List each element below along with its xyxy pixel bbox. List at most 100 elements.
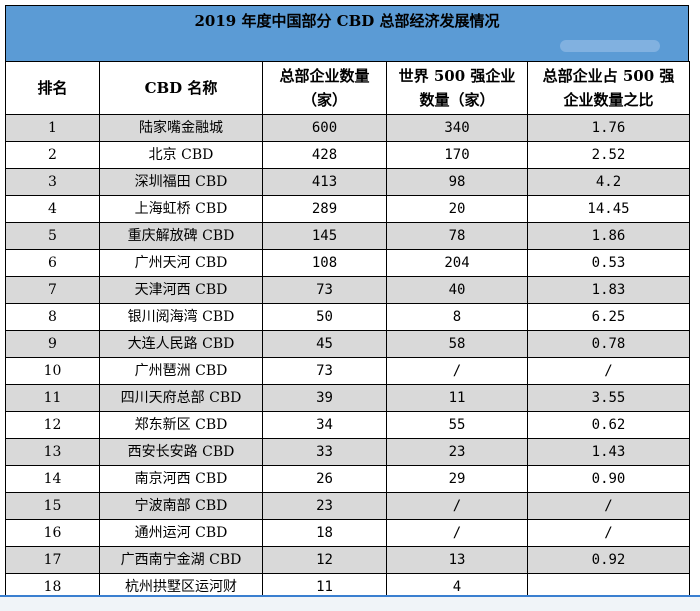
table-row: 13 西安长安路 CBD 33 23 1.43 xyxy=(5,438,690,466)
cell-f500-count: 29 xyxy=(386,465,528,493)
cell-hq-count: 33 xyxy=(262,438,387,466)
header-name: CBD 名称 xyxy=(99,61,263,115)
table-row: 10 广州琶洲 CBD 73// xyxy=(5,357,690,385)
cell-rank: 2 xyxy=(5,141,100,169)
cell-ratio: 6.25 xyxy=(527,303,690,331)
cell-name: 西安长安路 CBD xyxy=(99,438,263,466)
cell-f500-count: / xyxy=(386,519,528,547)
cell-hq-count: 50 xyxy=(262,303,387,331)
cell-hq-count: 34 xyxy=(262,411,387,439)
cell-f500-count: 20 xyxy=(386,195,528,223)
cell-hq-count: 12 xyxy=(262,546,387,574)
cell-ratio: 0.90 xyxy=(527,465,690,493)
table-row: 17 广西南宁金湖 CBD 12 13 0.92 xyxy=(5,546,690,574)
cell-hq-count: 26 xyxy=(262,465,387,493)
table-row: 1 陆家嘴金融城 600 340 1.76 xyxy=(5,114,690,142)
cell-rank: 11 xyxy=(5,384,100,412)
cell-hq-count: 45 xyxy=(262,330,387,358)
table-title-bar: 2019 年度中国部分 CBD 总部经济发展情况 xyxy=(5,5,689,61)
table-body: 1 陆家嘴金融城 600 340 1.76 2 北京 CBD 428 170 2.52 3 深圳福田 … xyxy=(5,114,690,601)
header-hq-count: 总部企业数量 （家） xyxy=(262,61,387,115)
cell-hq-count: 289 xyxy=(262,195,387,223)
cell-ratio: 1.86 xyxy=(527,222,690,250)
cell-name: 深圳福田 CBD xyxy=(99,168,263,196)
table-row: 11 四川天府总部 CBD 39 11 3.55 xyxy=(5,384,690,412)
table-row: 3 深圳福田 CBD 413 98 4.2 xyxy=(5,168,690,196)
cell-name: 通州运河 CBD xyxy=(99,519,263,547)
cell-rank: 8 xyxy=(5,303,100,331)
cell-name: 陆家嘴金融城 xyxy=(99,114,263,142)
cell-f500-count: 40 xyxy=(386,276,528,304)
cell-name: 宁波南部 CBD xyxy=(99,492,263,520)
cell-f500-count: 58 xyxy=(386,330,528,358)
table-row: 5 重庆解放碑 CBD 145 78 1.86 xyxy=(5,222,690,250)
table-row: 8 银川阅海湾 CBD 50 8 6.25 xyxy=(5,303,690,331)
cell-hq-count: 428 xyxy=(262,141,387,169)
cell-rank: 15 xyxy=(5,492,100,520)
cell-ratio: 1.83 xyxy=(527,276,690,304)
cell-f500-count: 23 xyxy=(386,438,528,466)
cell-name: 天津河西 CBD xyxy=(99,276,263,304)
cell-ratio: 0.62 xyxy=(527,411,690,439)
cell-f500-count: 170 xyxy=(386,141,528,169)
cell-ratio: 1.76 xyxy=(527,114,690,142)
cell-rank: 13 xyxy=(5,438,100,466)
cell-f500-count: 55 xyxy=(386,411,528,439)
table-row: 16 通州运河 CBD 18// xyxy=(5,519,690,547)
cell-rank: 6 xyxy=(5,249,100,277)
cell-f500-count: 8 xyxy=(386,303,528,331)
table-row: 12 郑东新区 CBD 34 55 0.62 xyxy=(5,411,690,439)
cell-f500-count: 98 xyxy=(386,168,528,196)
bottom-edge xyxy=(0,595,700,611)
header-row: 排名 CBD 名称 总部企业数量 （家） 世界 500 强企业 数量（家） 总部企业… xyxy=(5,61,690,115)
cell-hq-count: 73 xyxy=(262,276,387,304)
cell-name: 北京 CBD xyxy=(99,141,263,169)
cell-rank: 4 xyxy=(5,195,100,223)
cell-ratio: 0.92 xyxy=(527,546,690,574)
cell-hq-count: 108 xyxy=(262,249,387,277)
cell-f500-count: 11 xyxy=(386,384,528,412)
table-row: 15 宁波南部 CBD 23// xyxy=(5,492,690,520)
cell-ratio: / xyxy=(527,519,690,547)
cell-name: 广州琶洲 CBD xyxy=(99,357,263,385)
blurred-mark xyxy=(560,40,660,52)
header-rank: 排名 xyxy=(5,61,100,115)
cbd-table-container: 2019 年度中国部分 CBD 总部经济发展情况 排名 CBD 名称 总部企业数… xyxy=(5,5,690,601)
header-f500-count: 世界 500 强企业 数量（家） xyxy=(386,61,528,115)
cell-name: 大连人民路 CBD xyxy=(99,330,263,358)
cell-rank: 3 xyxy=(5,168,100,196)
table-row: 9 大连人民路 CBD 45 58 0.78 xyxy=(5,330,690,358)
cell-ratio: 1.43 xyxy=(527,438,690,466)
header-ratio: 总部企业占 500 强企业数量之比 xyxy=(527,61,690,115)
cell-ratio: 0.53 xyxy=(527,249,690,277)
cbd-table: 排名 CBD 名称 总部企业数量 （家） 世界 500 强企业 数量（家） 总部企业… xyxy=(5,61,690,601)
cell-rank: 16 xyxy=(5,519,100,547)
cell-hq-count: 413 xyxy=(262,168,387,196)
cell-ratio: 3.55 xyxy=(527,384,690,412)
cell-name: 四川天府总部 CBD xyxy=(99,384,263,412)
cell-f500-count: 340 xyxy=(386,114,528,142)
cell-f500-count: 204 xyxy=(386,249,528,277)
cell-ratio: 14.45 xyxy=(527,195,690,223)
cell-ratio: 4.2 xyxy=(527,168,690,196)
cell-rank: 10 xyxy=(5,357,100,385)
cell-f500-count: / xyxy=(386,492,528,520)
cell-rank: 12 xyxy=(5,411,100,439)
cell-name: 银川阅海湾 CBD xyxy=(99,303,263,331)
cell-rank: 17 xyxy=(5,546,100,574)
cell-f500-count: / xyxy=(386,357,528,385)
cell-rank: 1 xyxy=(5,114,100,142)
cell-hq-count: 600 xyxy=(262,114,387,142)
cell-hq-count: 18 xyxy=(262,519,387,547)
cell-rank: 5 xyxy=(5,222,100,250)
table-row: 14 南京河西 CBD 26 29 0.90 xyxy=(5,465,690,493)
cell-name: 广西南宁金湖 CBD xyxy=(99,546,263,574)
table-title: 2019 年度中国部分 CBD 总部经济发展情况 xyxy=(194,12,500,30)
table-row: 2 北京 CBD 428 170 2.52 xyxy=(5,141,690,169)
cell-rank: 9 xyxy=(5,330,100,358)
cell-ratio: 2.52 xyxy=(527,141,690,169)
cell-f500-count: 13 xyxy=(386,546,528,574)
cell-ratio: / xyxy=(527,357,690,385)
cell-hq-count: 145 xyxy=(262,222,387,250)
cell-f500-count: 78 xyxy=(386,222,528,250)
